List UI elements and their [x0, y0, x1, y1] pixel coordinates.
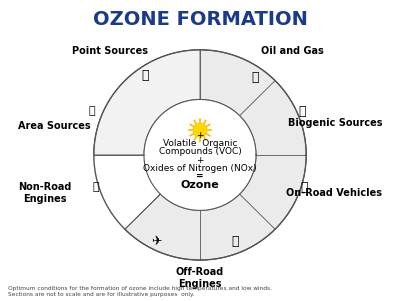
Text: 🪣: 🪣	[89, 106, 96, 116]
Ellipse shape	[193, 123, 207, 137]
Polygon shape	[240, 81, 306, 155]
Text: Oxides of Nitrogen (NOx): Oxides of Nitrogen (NOx)	[143, 164, 257, 173]
Text: Optimum conditions for the formation of ozone include high temperatures and low : Optimum conditions for the formation of …	[8, 286, 272, 296]
Text: =: =	[196, 172, 204, 181]
Text: On-Road Vehicles: On-Road Vehicles	[286, 188, 382, 198]
Text: 🌿: 🌿	[93, 182, 100, 192]
Text: Non-Road
Engines: Non-Road Engines	[18, 182, 71, 204]
Polygon shape	[200, 50, 275, 116]
Text: ⛽: ⛽	[251, 71, 259, 84]
Text: Ozone: Ozone	[181, 180, 219, 190]
Polygon shape	[200, 194, 275, 260]
Text: +: +	[196, 131, 204, 140]
Text: 🏭: 🏭	[141, 69, 149, 82]
Text: Point Sources: Point Sources	[72, 46, 148, 56]
Polygon shape	[94, 50, 200, 155]
Text: 🚛: 🚛	[232, 234, 239, 247]
Text: Biogenic Sources: Biogenic Sources	[288, 118, 382, 128]
Text: ✈️: ✈️	[152, 234, 162, 247]
Text: +: +	[196, 156, 204, 165]
Polygon shape	[94, 50, 306, 260]
Polygon shape	[144, 99, 256, 210]
Text: Area Sources: Area Sources	[18, 121, 90, 131]
Text: Volatile  Organic: Volatile Organic	[163, 139, 237, 148]
Text: 🚗: 🚗	[300, 181, 308, 194]
Text: Compounds (VOC): Compounds (VOC)	[159, 147, 241, 156]
Polygon shape	[125, 194, 200, 260]
Text: Oil and Gas: Oil and Gas	[261, 46, 324, 56]
Text: Off-Road
Engines: Off-Road Engines	[176, 267, 224, 289]
Text: 🌲: 🌲	[298, 105, 306, 118]
Polygon shape	[240, 155, 306, 229]
Text: OZONE FORMATION: OZONE FORMATION	[92, 11, 308, 29]
